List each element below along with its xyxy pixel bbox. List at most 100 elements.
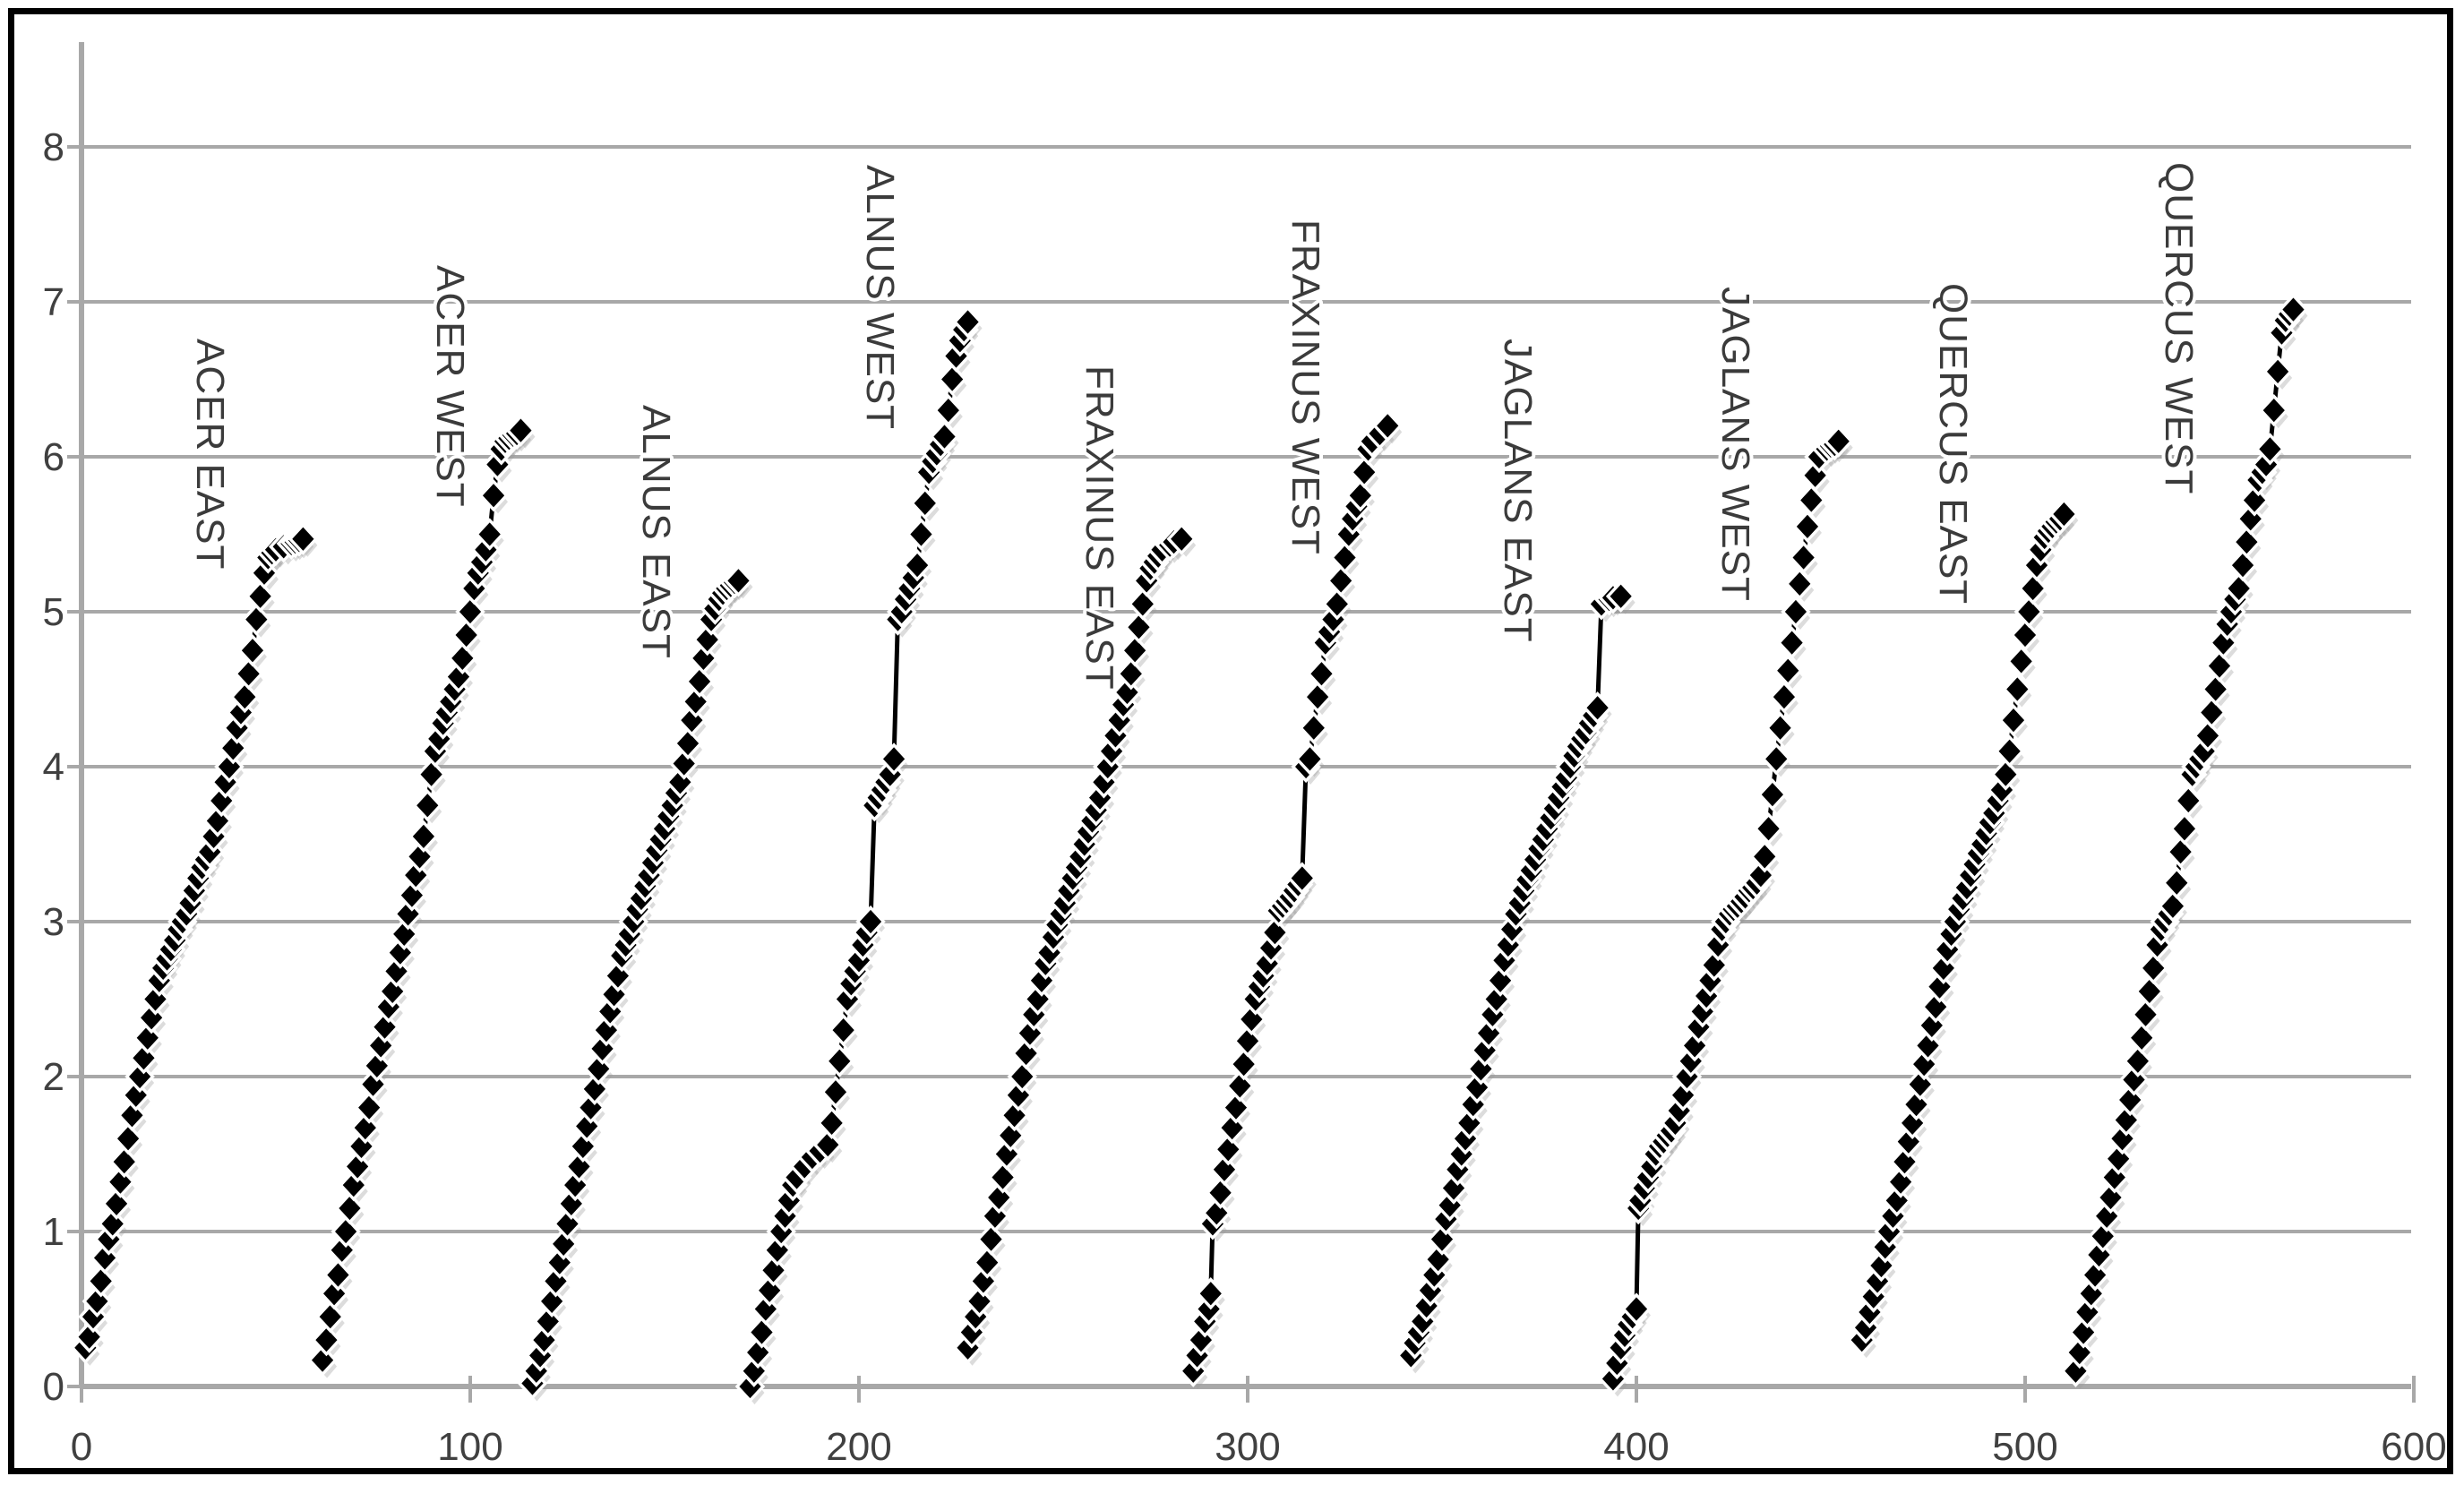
diamond-marker-fill — [2267, 359, 2289, 383]
diamond-marker-fill — [113, 1150, 135, 1174]
diamond-marker-fill — [416, 794, 439, 818]
diamond-marker-fill — [2161, 894, 2184, 918]
diamond-marker-fill — [910, 522, 932, 546]
series-alnus-west: ALNUS WEST — [734, 161, 983, 1404]
series-label: JAGLANS EAST — [1496, 339, 1540, 643]
diamond-marker-fill — [2201, 700, 2223, 725]
diamond-marker-fill — [339, 1197, 361, 1221]
series-label: ACER WEST — [428, 265, 472, 508]
y-axis-tick-label: 0 — [43, 1365, 64, 1409]
diamond-marker-fill — [451, 646, 474, 670]
y-axis-tick-label: 3 — [43, 900, 64, 944]
diamond-marker-fill — [832, 1018, 854, 1043]
diamond-marker-fill — [1131, 592, 1154, 616]
diamond-marker-fill — [335, 1220, 357, 1243]
series-jaglans-west: JAGLANS WEST — [1598, 283, 1854, 1397]
diamond-marker-fill — [2166, 871, 2188, 895]
diamond-marker-fill — [292, 527, 314, 551]
diamond-marker-fill — [906, 554, 929, 578]
y-axis-tick-label: 1 — [43, 1210, 64, 1254]
series-label: JAGLANS WEST — [1713, 287, 1757, 602]
diamond-marker-fill — [2022, 577, 2044, 601]
diamond-marker-fill — [327, 1263, 349, 1287]
diamond-marker-fill — [1800, 488, 1823, 512]
diamond-marker-fill — [1299, 747, 1321, 771]
diamond-marker-fill — [245, 607, 268, 631]
series-label: ACER EAST — [188, 339, 232, 570]
series-fraxinus-east: FRAXINUS EAST — [952, 362, 1197, 1366]
diamond-marker-fill — [1827, 429, 1850, 453]
diamond-marker-fill — [1789, 571, 1811, 596]
diamond-marker-fill — [2259, 437, 2281, 461]
diamond-marker-fill — [420, 762, 442, 786]
series-label: QUERCUS EAST — [1931, 283, 1975, 605]
y-axis-tick-label: 5 — [43, 590, 64, 634]
diamond-marker-fill — [241, 639, 263, 663]
diamond-marker-fill — [1353, 460, 1376, 485]
diamond-marker-fill — [1334, 545, 1356, 570]
diamond-marker-fill — [2209, 654, 2230, 678]
diamond-marker-fill — [90, 1269, 112, 1293]
diamond-marker-fill — [249, 584, 271, 608]
x-axis-tick-label: 400 — [1603, 1425, 1669, 1469]
diamond-marker-fill — [2204, 677, 2227, 701]
diamond-marker-fill — [2177, 789, 2200, 813]
diamond-marker-fill — [510, 418, 532, 442]
diamond-marker-fill — [319, 1305, 341, 1329]
y-axis-tick-label: 6 — [43, 435, 64, 479]
x-axis-tick-label: 200 — [826, 1425, 891, 1469]
diamond-marker-fill — [1586, 696, 1609, 720]
diamond-marker-fill — [2010, 649, 2032, 674]
diamond-marker-fill — [677, 732, 700, 756]
y-axis-tick-label: 2 — [43, 1055, 64, 1099]
diamond-marker-fill — [455, 622, 477, 647]
diamond-marker-fill — [1784, 600, 1807, 623]
x-axis-tick-label: 300 — [1215, 1425, 1280, 1469]
diamond-marker-fill — [937, 399, 959, 423]
y-axis-tick-label: 8 — [43, 125, 64, 169]
diamond-marker-fill — [828, 1049, 851, 1073]
diamond-marker-fill — [1124, 639, 1146, 663]
diamond-marker-fill — [234, 685, 256, 709]
x-axis-tick-label: 600 — [2381, 1425, 2446, 1469]
diamond-marker-fill — [1011, 1065, 1034, 1088]
diamond-marker-fill — [824, 1080, 846, 1104]
diamond-marker-fill — [1128, 615, 1150, 639]
diamond-marker-fill — [1754, 845, 1776, 869]
diamond-marker-fill — [1377, 414, 1399, 438]
diamond-marker-fill — [2228, 577, 2250, 601]
series-acer-west: ACER WEST — [307, 262, 537, 1378]
diamond-marker-fill — [1264, 921, 1286, 945]
diamond-marker-fill — [478, 522, 501, 546]
diamond-marker-fill — [358, 1095, 381, 1120]
diamond-marker-fill — [980, 1227, 1002, 1251]
series-label: FRAXINUS WEST — [1284, 219, 1327, 555]
x-axis-tick-label: 0 — [71, 1425, 92, 1469]
diamond-marker-fill — [1773, 685, 1795, 709]
diamond-marker-fill — [2282, 297, 2305, 322]
diamond-marker-fill — [2236, 530, 2258, 554]
diamond-marker-fill — [2142, 956, 2165, 980]
diamond-marker-fill — [883, 747, 906, 771]
diamond-marker-fill — [2018, 600, 2040, 623]
diamond-marker-fill — [689, 669, 711, 693]
diamond-marker-fill — [1610, 584, 1632, 608]
diamond-marker-fill — [1326, 592, 1348, 616]
series-acer-east: ACER EAST — [70, 335, 319, 1366]
diamond-marker-fill — [2169, 840, 2192, 864]
series-label: ALNUS EAST — [634, 405, 678, 659]
series-label: ALNUS WEST — [858, 165, 902, 430]
diamond-marker-fill — [1769, 716, 1791, 740]
diamond-marker-fill — [98, 1227, 120, 1251]
x-axis-tick-label: 100 — [437, 1425, 502, 1469]
diamond-marker-fill — [1171, 527, 1193, 551]
axes — [67, 42, 2416, 1403]
diamond-marker-fill — [1330, 569, 1352, 593]
x-axis-tick-label: 500 — [1992, 1425, 2057, 1469]
series-fraxinus-west: FRAXINUS WEST — [1178, 216, 1404, 1389]
diamond-marker-fill — [992, 1165, 1014, 1189]
diamond-marker-fill — [1995, 762, 2017, 786]
diamond-marker-fill — [237, 662, 260, 686]
